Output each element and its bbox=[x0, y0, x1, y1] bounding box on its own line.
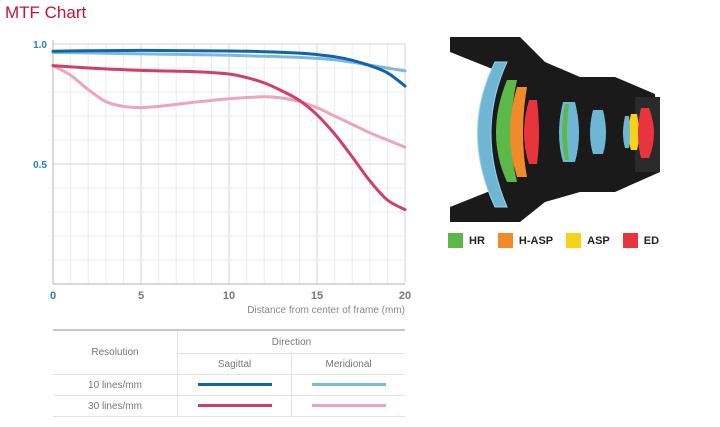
legend-label: HR bbox=[469, 234, 485, 247]
table-row: 30 lines/mm bbox=[53, 395, 405, 417]
sagittal-header: Sagittal bbox=[177, 353, 293, 375]
hr-element-2 bbox=[562, 104, 569, 160]
legend-label: ASP bbox=[587, 234, 610, 247]
h-asp-element bbox=[510, 87, 527, 177]
asp-element bbox=[628, 114, 639, 150]
lens-diagram bbox=[450, 37, 660, 222]
x-tick-label: 5 bbox=[138, 290, 144, 302]
meridional-30-line-swatch bbox=[311, 404, 386, 408]
h-asp-swatch-icon bbox=[497, 233, 513, 248]
x-tick-label: 10 bbox=[223, 290, 235, 302]
resolution-header: Resolution bbox=[53, 330, 178, 375]
hr-swatch-icon bbox=[448, 233, 463, 248]
front-element bbox=[477, 61, 508, 208]
element-blue-3 bbox=[623, 116, 630, 148]
x-tick-label: 15 bbox=[311, 290, 323, 302]
row-label: 30 lines/mm bbox=[53, 395, 178, 417]
ed-swatch-icon bbox=[622, 233, 638, 248]
element-blue-1 bbox=[559, 102, 579, 162]
series-line-30-lines-mm-meridional bbox=[51, 64, 407, 149]
ed-element-1 bbox=[524, 100, 539, 164]
legend-item-ed: ED bbox=[622, 233, 660, 248]
series-line-10-lines-mm-sagittal bbox=[51, 48, 407, 88]
meridional-header: Meridional bbox=[291, 353, 405, 375]
legend-label: ED bbox=[643, 234, 660, 247]
element-blue-2 bbox=[590, 110, 606, 154]
x-axis-label: Distance from center of frame (mm) bbox=[247, 305, 405, 316]
lens-barrel bbox=[450, 37, 660, 222]
x-tick-label: 0 bbox=[50, 290, 56, 302]
legend-item-hr: HR bbox=[448, 233, 485, 248]
page-title: MTF Chart bbox=[5, 3, 87, 22]
meridional-10-line-swatch bbox=[311, 383, 386, 387]
sagittal-10-line-swatch bbox=[197, 383, 272, 387]
legend-item-h-asp: H-ASP bbox=[497, 233, 554, 248]
x-tick-label: 20 bbox=[399, 290, 411, 302]
table-row: 10 lines/mm bbox=[53, 374, 405, 396]
mtf-chart: 0 5 10 15 20 1.0 0.5 Distance from center of fr… bbox=[33, 40, 411, 316]
legend-item-asp: ASP bbox=[566, 233, 610, 248]
sagittal-30-line-swatch bbox=[197, 404, 272, 408]
asp-swatch-icon bbox=[566, 233, 582, 248]
direction-header: Direction bbox=[271, 336, 312, 348]
y-tick-label: 0.5 bbox=[33, 160, 47, 171]
resolution-table: Resolution Direction Sagittal Meridional… bbox=[53, 329, 405, 417]
lens-legend: HR H-ASP ASP ED bbox=[448, 233, 672, 248]
series-line-30-lines-mm-sagittal bbox=[51, 64, 407, 212]
row-label: 10 lines/mm bbox=[53, 374, 178, 396]
ed-element-2 bbox=[638, 108, 654, 158]
legend-label: H-ASP bbox=[518, 234, 554, 247]
hr-element bbox=[496, 80, 517, 182]
y-tick-label: 1.0 bbox=[33, 40, 47, 51]
